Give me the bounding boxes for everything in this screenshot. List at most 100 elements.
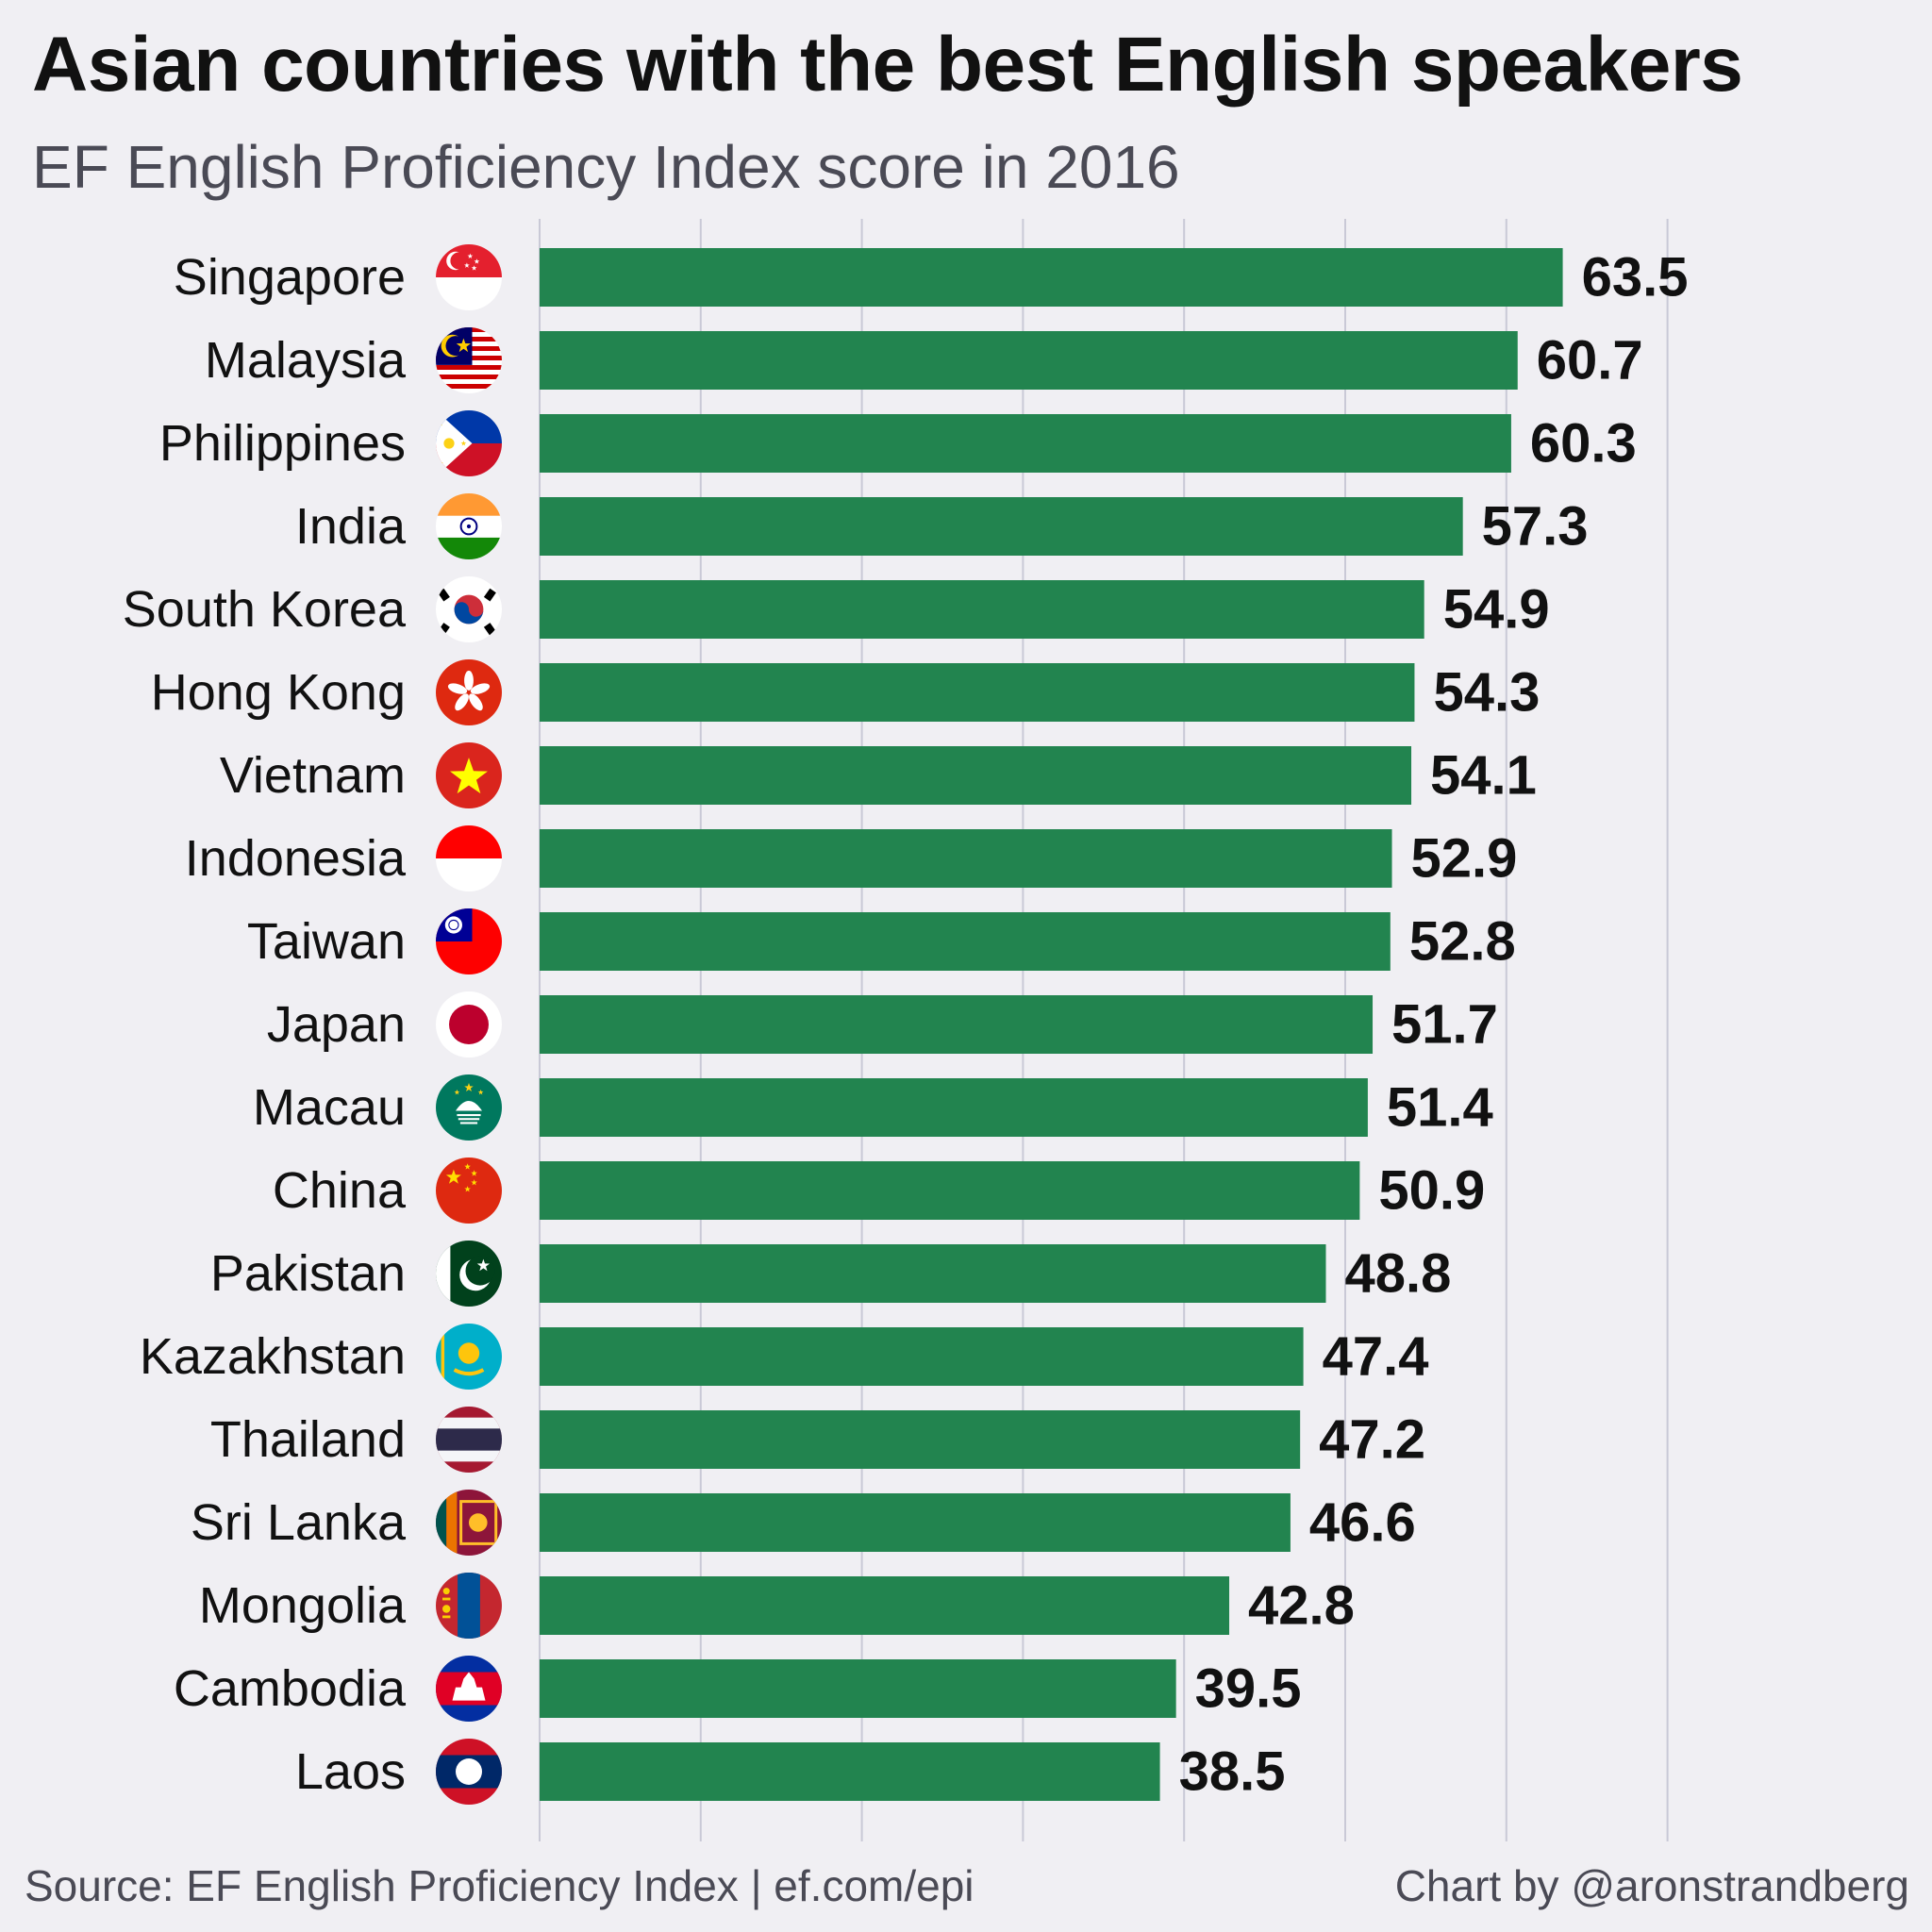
value-label: 52.8 — [1409, 911, 1516, 973]
category-label: Pakistan — [210, 1245, 406, 1302]
vietnam-flag-icon — [436, 742, 502, 808]
mongolia-flag-icon — [436, 1573, 502, 1639]
pakistan-flag-icon — [436, 1241, 502, 1307]
category-label: Taiwan — [247, 913, 406, 970]
category-label: China — [273, 1162, 407, 1219]
singapore-flag-icon — [436, 244, 502, 310]
bar-row: Singapore 63.5 — [174, 244, 1689, 310]
bars: Singapore 63.5 Malaysia 60.7 Philippines 60.3… — [123, 244, 1689, 1805]
value-label: 60.3 — [1530, 413, 1637, 475]
value-label: 38.5 — [1179, 1741, 1286, 1803]
taiwan-flag-icon — [436, 908, 502, 974]
bar-row: Sri Lanka 46.6 — [191, 1490, 1416, 1556]
category-label: Vietnam — [220, 747, 406, 804]
category-label: Philippines — [159, 415, 406, 472]
category-label: India — [295, 498, 407, 555]
source-note: Source: EF English Proficiency Index | e… — [25, 1861, 974, 1910]
bar — [540, 1742, 1160, 1801]
bar — [540, 1078, 1368, 1137]
bar — [540, 497, 1463, 556]
indonesia-flag-icon — [436, 825, 502, 891]
category-label: Hong Kong — [151, 664, 406, 721]
category-label: Japan — [267, 996, 406, 1053]
value-label: 50.9 — [1378, 1160, 1485, 1222]
bar — [540, 1493, 1291, 1552]
category-label: South Korea — [123, 581, 407, 638]
bar — [540, 663, 1415, 722]
bar-row: Thailand 47.2 — [210, 1407, 1425, 1473]
bar-row: Vietnam 54.1 — [220, 742, 1537, 808]
value-label: 51.4 — [1387, 1077, 1493, 1139]
value-label: 47.2 — [1319, 1409, 1425, 1471]
bar — [540, 414, 1511, 473]
thailand-flag-icon — [436, 1407, 502, 1473]
bar — [540, 995, 1374, 1054]
bar — [540, 1576, 1230, 1635]
bar-row: China 50.9 — [273, 1158, 1485, 1224]
value-label: 57.3 — [1482, 496, 1589, 558]
chart-title: Asian countries with the best English sp… — [32, 22, 1743, 108]
category-label: Sri Lanka — [191, 1494, 407, 1551]
value-label: 48.8 — [1345, 1243, 1452, 1305]
value-label: 60.7 — [1537, 330, 1643, 391]
category-label: Cambodia — [174, 1660, 407, 1717]
bar-row: Pakistan 48.8 — [210, 1241, 1452, 1307]
bar — [540, 248, 1563, 307]
macau-flag-icon — [436, 1074, 502, 1141]
bar-row: Macau 51.4 — [253, 1074, 1493, 1141]
value-label: 52.9 — [1411, 828, 1518, 890]
bar-row: Kazakhstan 47.4 — [140, 1324, 1429, 1390]
bar-row: Taiwan 52.8 — [247, 908, 1516, 974]
value-label: 46.6 — [1309, 1492, 1416, 1554]
hong-kong-flag-icon — [436, 659, 502, 725]
bar-row: Laos 38.5 — [295, 1739, 1286, 1805]
india-flag-icon — [436, 493, 502, 559]
value-label: 47.4 — [1323, 1326, 1429, 1388]
value-label: 54.3 — [1433, 662, 1540, 724]
bar — [540, 1327, 1304, 1386]
category-label: Indonesia — [185, 830, 407, 887]
bar — [540, 829, 1392, 888]
category-label: Laos — [295, 1743, 406, 1800]
bar-row: South Korea 54.9 — [123, 576, 1550, 642]
malaysia-flag-icon — [436, 327, 502, 393]
bar-row: India 57.3 — [295, 493, 1589, 559]
value-label: 54.9 — [1443, 579, 1550, 641]
japan-flag-icon — [436, 991, 502, 1058]
sri-lanka-flag-icon — [436, 1490, 502, 1556]
category-label: Kazakhstan — [140, 1328, 406, 1385]
chart-subtitle: EF English Proficiency Index score in 20… — [32, 133, 1180, 201]
bar — [540, 331, 1518, 390]
bar-row: Indonesia 52.9 — [185, 825, 1518, 891]
value-label: 39.5 — [1195, 1658, 1302, 1720]
bar — [540, 912, 1391, 971]
philippines-flag-icon — [436, 410, 502, 476]
bar-row: Mongolia 42.8 — [199, 1573, 1355, 1639]
bar — [540, 1659, 1176, 1718]
value-label: 42.8 — [1248, 1575, 1355, 1637]
category-label: Macau — [253, 1079, 406, 1136]
bar-row: Malaysia 60.7 — [205, 327, 1643, 393]
bar-row: Cambodia 39.5 — [174, 1656, 1302, 1722]
laos-flag-icon — [436, 1739, 502, 1805]
value-label: 54.1 — [1430, 745, 1537, 807]
china-flag-icon — [436, 1158, 502, 1224]
bar — [540, 580, 1424, 639]
category-label: Singapore — [174, 249, 406, 306]
chart-credit: Chart by @aronstrandberg — [1394, 1861, 1909, 1910]
bar — [540, 1410, 1301, 1469]
value-label: 63.5 — [1582, 247, 1689, 308]
bar-row: Japan 51.7 — [267, 991, 1498, 1058]
value-label: 51.7 — [1391, 994, 1498, 1056]
bar — [540, 1161, 1360, 1220]
category-label: Thailand — [210, 1411, 406, 1468]
south-korea-flag-icon — [436, 576, 502, 642]
bar — [540, 746, 1412, 805]
bar-row: Philippines 60.3 — [159, 410, 1637, 476]
category-label: Mongolia — [199, 1577, 407, 1634]
bar-row: Hong Kong 54.3 — [151, 659, 1540, 725]
kazakhstan-flag-icon — [436, 1324, 502, 1390]
category-label: Malaysia — [205, 332, 407, 389]
cambodia-flag-icon — [436, 1656, 502, 1722]
